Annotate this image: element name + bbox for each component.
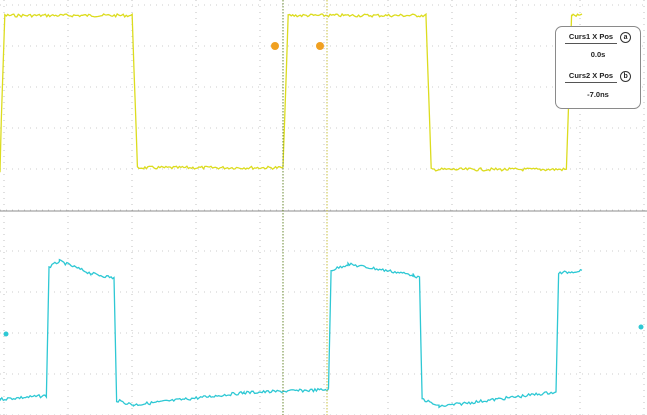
cursor-a-marker-icon[interactable]	[271, 42, 279, 50]
ch2-level-dot-icon	[638, 324, 644, 330]
curs2-value: -7.0ns	[587, 90, 609, 99]
trace-channel-2	[0, 258, 583, 409]
curs2-header: Curs2 X Pos b	[556, 71, 640, 84]
curs2-label: Curs2 X Pos	[564, 71, 618, 84]
cursor-a-icon: a	[620, 32, 632, 43]
cursor-b-icon: b	[620, 71, 632, 82]
cursor-lines[interactable]	[271, 0, 328, 415]
curs1-header: Curs1 X Pos a	[556, 32, 640, 45]
trace-channel-1	[0, 12, 583, 173]
cursor-readout-panel: Curs1 X Pos a 0.0s Curs2 X Pos b -7.0ns	[555, 26, 641, 109]
curs1-value: 0.0s	[590, 50, 606, 59]
ch2-ground-dot-icon	[3, 331, 9, 337]
cursor-b-marker-icon[interactable]	[316, 42, 324, 50]
curs1-label: Curs1 X Pos	[564, 32, 618, 45]
